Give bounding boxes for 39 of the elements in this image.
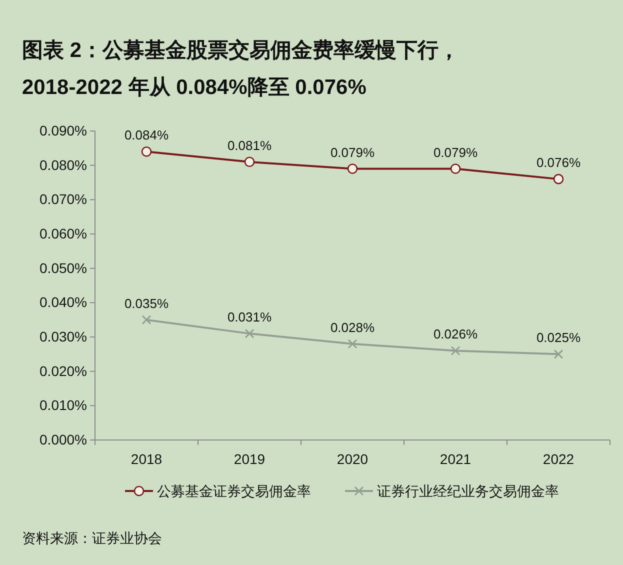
point: [553, 174, 564, 184]
y-tick-label: 0.000%: [40, 431, 87, 448]
text: 资料来源：证券业协会: [22, 530, 162, 546]
y-tick-label: 0.090%: [40, 122, 87, 138]
legend-label: 证券行业经纪业务交易佣金率: [377, 483, 559, 499]
data-label: 0.028%: [330, 320, 375, 335]
data-label: 0.076%: [536, 155, 581, 170]
y-tick-label: 0.080%: [40, 156, 87, 173]
data-label: 0.081%: [227, 138, 272, 153]
y-tick-label: 0.030%: [40, 328, 87, 344]
x-tick-label: 2019: [234, 450, 266, 467]
x-tick-label: 2021: [440, 450, 472, 467]
y-tick-label: 0.060%: [40, 225, 87, 242]
legend-label: 公募基金证券交易佣金率: [157, 483, 311, 499]
data-label: 0.079%: [330, 144, 375, 160]
point: [347, 164, 358, 174]
point: [142, 315, 152, 325]
y-tick-label: 0.050%: [40, 260, 87, 276]
y-tick-label: 0.040%: [40, 294, 87, 310]
y-tick-label: 0.010%: [40, 397, 87, 414]
data-label: 0.026%: [433, 326, 478, 342]
chart-title: 图表 2：公募基金股票交易佣金费率缓慢下行， 2018-2022 年从 0.084%降至 0.076%: [22, 38, 460, 99]
y-tick-label: 0.070%: [40, 191, 87, 208]
point: [450, 346, 460, 356]
data-label: 0.084%: [124, 128, 169, 143]
point: [348, 339, 358, 349]
point: [554, 349, 564, 359]
y-tick-label: 0.020%: [40, 362, 87, 379]
x-tick-label: 2018: [130, 450, 162, 467]
data-label: 0.079%: [433, 144, 478, 160]
point: [450, 164, 461, 174]
point: [141, 146, 152, 157]
x-tick-label: 2022: [542, 450, 574, 467]
data-label: 0.031%: [227, 310, 272, 325]
data-label: 0.025%: [536, 330, 581, 346]
point: [244, 156, 255, 168]
x-tick-label: 2020: [336, 450, 368, 467]
point: [244, 328, 254, 338]
data-label: 0.035%: [124, 296, 169, 311]
